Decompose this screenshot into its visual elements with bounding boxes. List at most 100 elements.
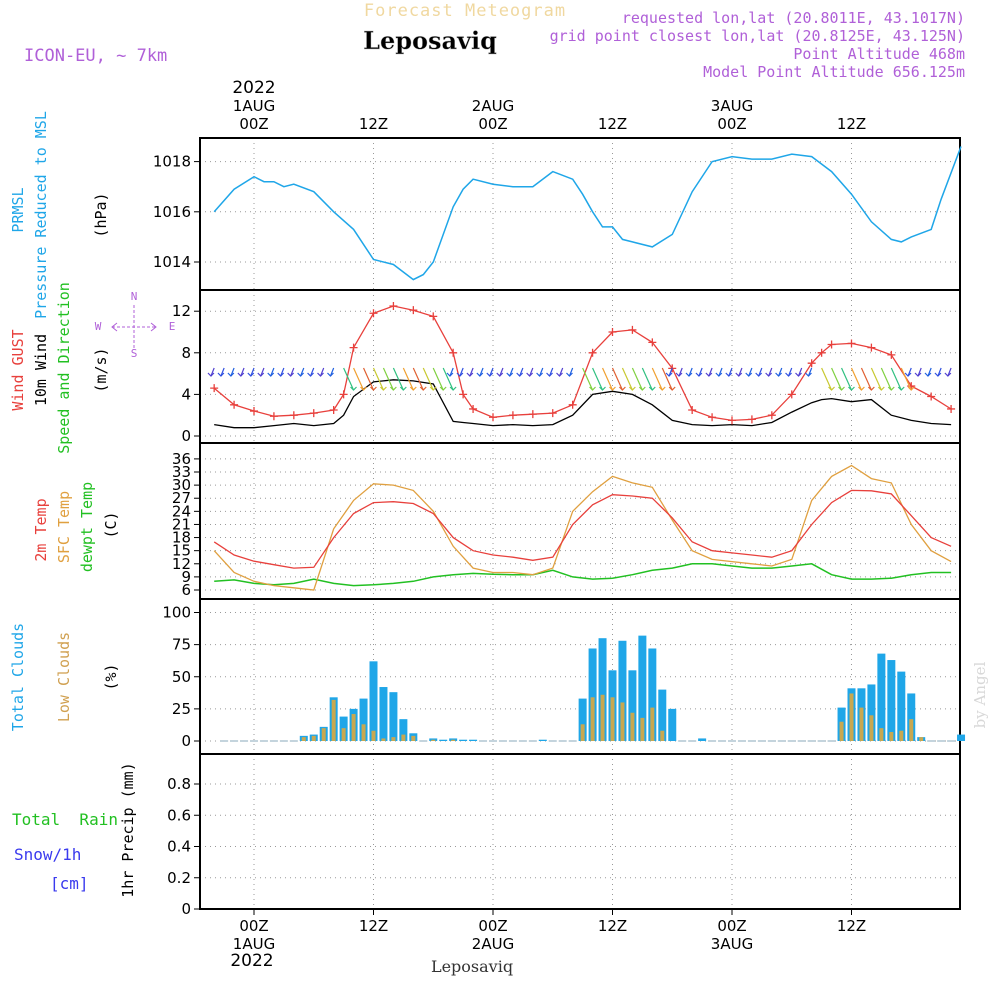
gust-point [349, 343, 358, 352]
gust-point [329, 406, 338, 414]
gust-point [508, 411, 517, 420]
low-cloud-bar [889, 732, 894, 741]
low-cloud-bar [411, 735, 416, 741]
series-sfc-temp [213, 464, 952, 591]
bottom-time-label: 12Z [837, 917, 866, 935]
top-time-label: 00Z [239, 115, 268, 133]
wind-arrow-head [675, 372, 683, 377]
wind-arrow [422, 367, 434, 391]
low-cloud-bar [660, 730, 665, 741]
low-cloud-bar [391, 737, 396, 741]
wind-arrow [392, 367, 404, 391]
low-cloud-bar [879, 728, 884, 741]
wind-arrow-head [735, 372, 743, 377]
y-tick-label: 0 [181, 900, 191, 918]
wind-arrow-head [628, 386, 636, 391]
wind-arrow-head [668, 386, 676, 391]
wind-arrow [821, 367, 833, 391]
top-time-label: 00Z [478, 115, 507, 133]
bottom-date-label: 1AUG [233, 935, 275, 953]
wind-arrow-head [466, 372, 474, 377]
wind-arrow-head [589, 386, 596, 391]
panel-frame [199, 137, 961, 291]
gust-point [469, 404, 478, 413]
gust-point [369, 309, 378, 318]
total-cloud-bar [877, 653, 886, 741]
total-cloud-bar [698, 738, 707, 741]
wind-arrow [582, 367, 594, 391]
gust-point [887, 350, 896, 359]
gust-point [548, 409, 557, 418]
wind-arrow [880, 367, 892, 391]
wind-arrow-head [934, 372, 942, 377]
total-cloud-bar [598, 638, 607, 741]
y-tick-label: 30 [172, 476, 191, 494]
wind-arrow [860, 367, 872, 391]
panels: 1014101610180481269121518212427303336025… [153, 137, 966, 918]
gust-point [339, 390, 348, 399]
total-cloud-bar [638, 635, 647, 741]
low-cloud-bar [839, 721, 844, 741]
wind-arrow-head [536, 372, 544, 377]
rain-label: Total Rain [12, 810, 118, 829]
low-cloud-bar [919, 737, 924, 741]
total-cloud-bar [449, 738, 458, 741]
y-tick-label: 1018 [153, 153, 191, 171]
wind-arrow-head [486, 372, 494, 377]
wind-arrow [402, 367, 414, 391]
gust-point [787, 390, 796, 399]
wind-arrow-head [307, 372, 314, 377]
y-tick-label: 100 [162, 604, 191, 622]
wind-arrow-head [805, 372, 812, 377]
wind-arrow-head [247, 372, 255, 377]
wind-arrow-head [648, 386, 656, 391]
total-cloud-bar [439, 739, 448, 741]
gust-point [409, 306, 418, 315]
total-cloud-bar [867, 684, 876, 741]
low-cloud-bar [361, 724, 366, 741]
top-year-label: 2022 [232, 78, 275, 98]
wind-unit: (m/s) [92, 347, 110, 392]
wind-arrow-head [496, 372, 504, 377]
wind-arrow [442, 367, 454, 391]
series-wind10 [214, 379, 952, 429]
panel-frame [199, 289, 961, 444]
wind-arrow-head [360, 386, 367, 391]
wind-arrow [382, 367, 394, 391]
total-cloud-bar [389, 692, 398, 741]
y-tick-label: 1016 [153, 203, 191, 221]
low-cloud-bar [590, 697, 595, 741]
wind-arrow-head [409, 386, 417, 391]
gust-point [568, 400, 577, 409]
low-cloud-bar [351, 714, 356, 741]
gust-point [688, 406, 697, 414]
wind-arrow-head [327, 372, 334, 377]
y-tick-label: 33 [172, 463, 191, 481]
low-cloud-bar [650, 707, 655, 741]
low-cloud-bar [849, 693, 854, 741]
wind-arrow-head [516, 372, 524, 377]
wind-arrow-head [609, 386, 616, 391]
cloud-labels: Total Clouds Low Clouds (%) [9, 623, 120, 731]
y-tick-label: 0.6 [167, 806, 191, 824]
y-tick-label: 8 [181, 344, 191, 362]
wind-arrow [900, 367, 912, 391]
low-cloud-bar [610, 697, 615, 741]
wind-arrow-head [665, 372, 673, 377]
wind-arrow-head [897, 386, 905, 391]
wind-arrow-head [237, 372, 245, 377]
bottom-time-label: 00Z [478, 917, 507, 935]
gust-point [648, 338, 657, 347]
y-tick-label: 9 [181, 568, 191, 586]
panel-frame [199, 442, 961, 600]
y-tick-label: 27 [172, 489, 191, 507]
y-tick-label: 0.2 [167, 869, 191, 887]
wind-arrow-head [419, 386, 427, 391]
gust-point [289, 411, 298, 420]
wind-arrow-head [526, 372, 534, 377]
top-date-label: 2AUG [472, 97, 514, 115]
pressure-labels: PRMSL Pressure Reduced to MSL (hPa) [9, 111, 110, 319]
wind-arrow-head [907, 386, 915, 391]
